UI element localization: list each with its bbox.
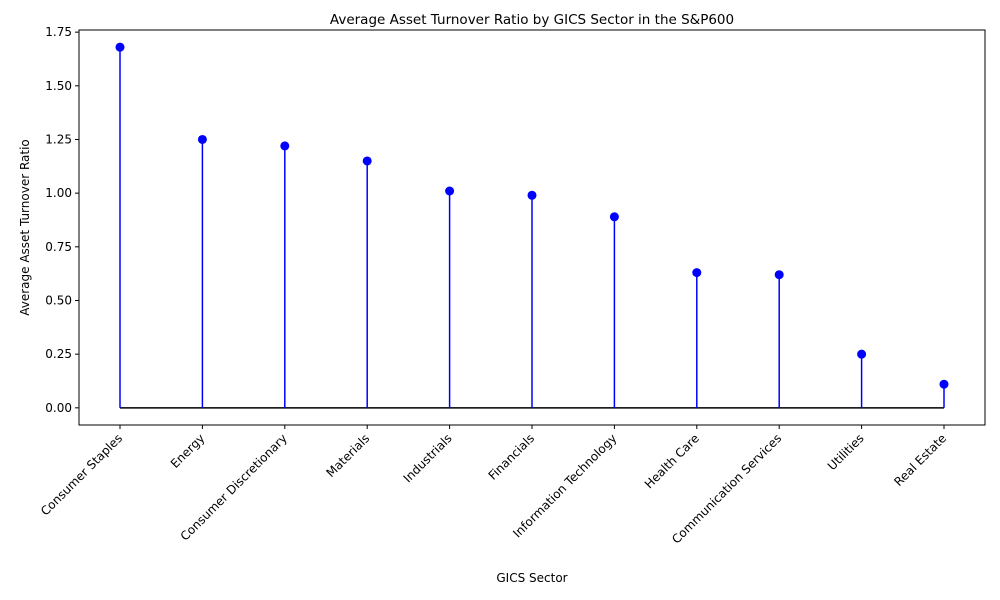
data-point	[527, 190, 537, 200]
data-point	[857, 349, 867, 359]
data-point	[692, 268, 702, 278]
data-point	[939, 379, 949, 389]
y-tick-label: 0.00	[45, 401, 72, 415]
x-tick-label: Energy	[168, 431, 208, 471]
y-tick-label: 1.00	[45, 186, 72, 200]
x-tick-label: Utilities	[825, 431, 867, 473]
x-tick-label: Industrials	[401, 431, 455, 485]
data-point	[280, 141, 290, 151]
data-point	[774, 270, 784, 280]
data-marks	[115, 42, 949, 408]
data-point	[445, 186, 455, 196]
y-tick-label: 1.50	[45, 79, 72, 93]
y-tick-label: 1.75	[45, 25, 72, 39]
data-point	[197, 134, 207, 144]
y-tick-label: 0.50	[45, 293, 72, 307]
data-point	[609, 212, 619, 222]
y-axis-label: Average Asset Turnover Ratio	[18, 139, 32, 316]
x-tick-label: Real Estate	[891, 431, 949, 489]
x-axis-label: GICS Sector	[496, 571, 567, 585]
y-tick-label: 0.25	[45, 347, 72, 361]
y-tick-label: 0.75	[45, 240, 72, 254]
data-point	[115, 42, 125, 52]
data-point	[362, 156, 372, 166]
x-tick-label: Health Care	[642, 431, 702, 491]
x-tick-label: Financials	[486, 431, 537, 482]
x-tick-label: Materials	[324, 431, 373, 480]
y-tick-label: 1.25	[45, 132, 72, 146]
x-tick-label: Consumer Staples	[38, 431, 125, 518]
chart-title: Average Asset Turnover Ratio by GICS Sec…	[330, 12, 734, 28]
y-axis: 0.00 0.25 0.50 0.75 1.00 1.25 1.50 1.75	[45, 25, 79, 415]
